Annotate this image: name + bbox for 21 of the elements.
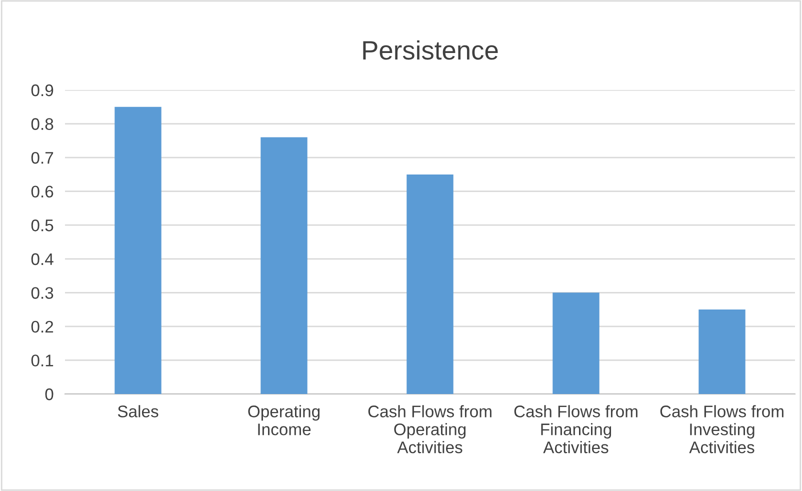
bar [260, 137, 308, 394]
y-tick-label: 0.9 [31, 84, 54, 96]
y-tick-label: 0.3 [31, 287, 54, 299]
bar [114, 106, 162, 394]
y-tick-label: 0.7 [31, 152, 54, 164]
y-tick-label: 0.8 [31, 118, 54, 130]
y-tick-label: 0.6 [31, 186, 54, 198]
bar [698, 310, 746, 394]
y-tick-label: 0.2 [31, 320, 54, 333]
x-tick-label: Sales [118, 405, 158, 418]
y-tick-label: 0.4 [31, 253, 54, 266]
bar [552, 292, 600, 394]
y-tick-label: 0.5 [31, 220, 54, 232]
x-tick-label: Cash Flows from Financing Activities [514, 405, 638, 454]
y-tick-label: 0 [45, 388, 54, 400]
y-tick-label: 0.1 [31, 354, 54, 366]
x-tick-label: Operating Income [248, 405, 320, 436]
bar [406, 174, 454, 394]
x-tick-label: Cash Flows from Investing Activities [660, 405, 784, 454]
chart-title: Persistence [363, 40, 498, 60]
x-tick-label: Cash Flows from Operating Activities [368, 405, 492, 454]
